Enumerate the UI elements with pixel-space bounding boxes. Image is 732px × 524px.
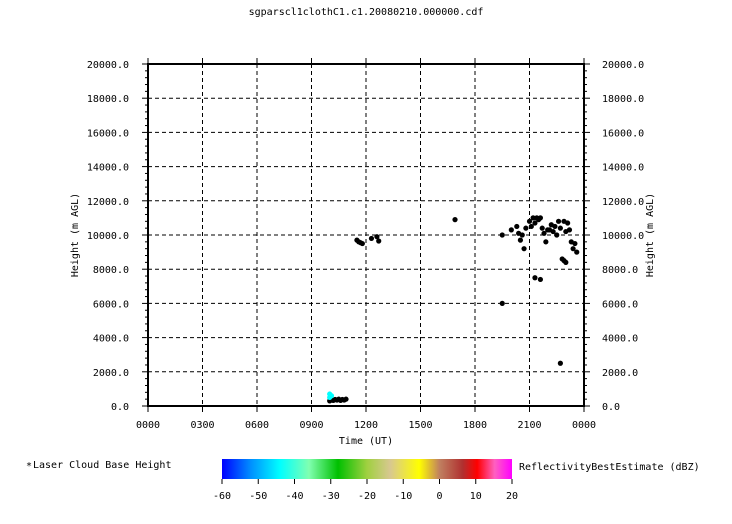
colorbar-tick-label: -50 xyxy=(249,491,267,502)
x-axis-label: Time (UT) xyxy=(339,436,393,447)
colorbar-tick-label: 0 xyxy=(436,491,442,502)
y-tick-label-left: 10000.0 xyxy=(87,231,129,242)
data-point xyxy=(343,396,349,402)
legend-label: Laser Cloud Base Height xyxy=(33,460,171,471)
y-tick-label-right: 6000.0 xyxy=(602,299,638,310)
y-tick-label-right: 4000.0 xyxy=(602,334,638,345)
axes: 0000 0300 0600 0900 1200 1500 1800 2100 0000 0.0 0… xyxy=(87,58,644,431)
colorbar-tick-label: -30 xyxy=(322,491,340,502)
x-tick-label: 1800 xyxy=(463,420,487,431)
data-point xyxy=(452,217,458,223)
colorbar-tick-label: -40 xyxy=(285,491,303,502)
data-point xyxy=(565,220,571,226)
x-tick-label: 1500 xyxy=(408,420,432,431)
x-tick-label: 0000 xyxy=(136,420,160,431)
x-tick-label: 0300 xyxy=(190,420,214,431)
colorbar-gradient xyxy=(222,459,512,479)
y-tick-label-right: 12000.0 xyxy=(602,197,644,208)
colorbar-tick-label: -20 xyxy=(358,491,376,502)
colorbar-title: ReflectivityBestEstimate (dBZ) xyxy=(519,462,700,473)
data-point xyxy=(550,228,556,235)
data-point xyxy=(499,232,505,238)
colorbar-tick-label: 10 xyxy=(470,491,482,502)
y-tick-label-left: 6000.0 xyxy=(93,299,129,310)
x-tick-label: 1200 xyxy=(354,420,378,431)
y-tick-label-right: 20000.0 xyxy=(602,60,644,71)
y-tick-label-right: 18000.0 xyxy=(602,94,644,105)
data-point xyxy=(499,300,505,306)
y-tick-label-left: 20000.0 xyxy=(87,60,129,71)
data-point xyxy=(543,239,549,245)
data-point xyxy=(517,237,524,243)
data-point xyxy=(539,225,545,231)
legend: * Laser Cloud Base Height xyxy=(26,460,171,472)
data-point xyxy=(519,232,525,238)
x-tick-label: 0000 xyxy=(572,420,596,431)
x-tick-label: 2100 xyxy=(517,420,541,431)
y-axis-label-left: Height (m AGL) xyxy=(70,193,81,277)
data-point xyxy=(537,215,544,221)
data-point xyxy=(566,227,573,233)
data-point xyxy=(508,227,514,233)
data-point xyxy=(557,360,563,366)
colorbar: ReflectivityBestEstimate (dBZ) -60 -50 -40… xyxy=(213,459,700,502)
y-tick-label-right: 8000.0 xyxy=(602,265,638,276)
data-point xyxy=(555,218,562,224)
y-tick-label-right: 0.0 xyxy=(602,402,620,413)
grid-lines xyxy=(148,64,584,406)
y-tick-label-left: 16000.0 xyxy=(87,128,129,139)
y-tick-label-left: 4000.0 xyxy=(93,334,129,345)
data-point xyxy=(574,249,580,255)
colorbar-tick-label: 20 xyxy=(506,491,518,502)
data-point xyxy=(368,235,375,242)
colorbar-tick-label: -10 xyxy=(394,491,412,502)
y-tick-label-left: 14000.0 xyxy=(87,163,129,174)
data-point xyxy=(376,238,382,244)
data-point xyxy=(528,223,534,230)
data-point xyxy=(557,225,563,231)
data-marks xyxy=(327,215,580,404)
data-point xyxy=(328,393,335,399)
y-tick-label-right: 14000.0 xyxy=(602,163,644,174)
y-tick-label-right: 2000.0 xyxy=(602,368,638,379)
y-tick-label-left: 12000.0 xyxy=(87,197,129,208)
data-point xyxy=(514,223,520,230)
y-tick-label-left: 8000.0 xyxy=(93,265,129,276)
data-point xyxy=(554,232,560,238)
data-point xyxy=(552,223,558,230)
y-tick-label-right: 10000.0 xyxy=(602,231,644,242)
y-tick-label-left: 2000.0 xyxy=(93,368,129,379)
data-point xyxy=(563,259,569,265)
y-tick-label-left: 0.0 xyxy=(111,402,129,413)
data-point xyxy=(521,246,527,252)
data-point xyxy=(359,240,365,247)
data-point xyxy=(526,218,533,224)
legend-marker: * xyxy=(26,461,32,472)
y-tick-label-right: 16000.0 xyxy=(602,128,644,139)
data-point xyxy=(541,230,547,236)
y-axis-label-right: Height (m AGL) xyxy=(645,193,656,277)
x-tick-label: 0900 xyxy=(299,420,323,431)
colorbar-tick-label: -60 xyxy=(213,491,231,502)
data-point xyxy=(532,275,538,281)
data-point xyxy=(374,234,380,240)
y-tick-label-left: 18000.0 xyxy=(87,94,129,105)
chart-title: sgparscl1clothC1.c1.20080210.000000.cdf xyxy=(249,7,484,18)
data-point xyxy=(532,220,538,226)
data-point xyxy=(530,215,536,221)
data-point xyxy=(570,246,576,252)
data-point xyxy=(537,276,544,283)
data-point xyxy=(523,225,529,231)
x-tick-label: 0600 xyxy=(245,420,269,431)
data-point xyxy=(572,240,578,247)
